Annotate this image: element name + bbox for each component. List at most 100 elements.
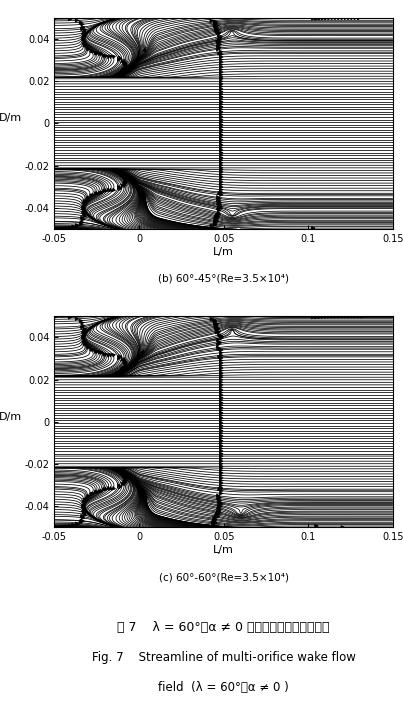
FancyArrowPatch shape (219, 193, 223, 197)
FancyArrowPatch shape (216, 198, 220, 202)
FancyArrowPatch shape (83, 209, 86, 214)
FancyArrowPatch shape (87, 47, 90, 51)
FancyArrowPatch shape (215, 217, 219, 219)
FancyArrowPatch shape (83, 342, 86, 345)
FancyArrowPatch shape (315, 17, 318, 20)
FancyArrowPatch shape (217, 334, 221, 337)
FancyArrowPatch shape (361, 315, 365, 318)
FancyArrowPatch shape (82, 501, 85, 504)
FancyArrowPatch shape (220, 92, 223, 96)
FancyArrowPatch shape (219, 354, 223, 357)
FancyArrowPatch shape (220, 398, 223, 402)
FancyArrowPatch shape (351, 16, 354, 19)
FancyArrowPatch shape (220, 163, 223, 167)
FancyArrowPatch shape (220, 166, 223, 170)
FancyArrowPatch shape (331, 315, 334, 318)
FancyArrowPatch shape (129, 178, 133, 181)
FancyArrowPatch shape (220, 158, 223, 162)
FancyArrowPatch shape (94, 192, 98, 195)
FancyArrowPatch shape (219, 55, 223, 59)
FancyArrowPatch shape (116, 372, 120, 376)
FancyArrowPatch shape (116, 468, 120, 471)
FancyArrowPatch shape (123, 176, 126, 180)
FancyArrowPatch shape (220, 447, 223, 450)
FancyArrowPatch shape (220, 77, 223, 80)
FancyArrowPatch shape (81, 509, 85, 512)
FancyArrowPatch shape (120, 471, 124, 475)
FancyArrowPatch shape (325, 315, 328, 318)
FancyArrowPatch shape (220, 391, 223, 394)
FancyArrowPatch shape (220, 457, 223, 460)
FancyArrowPatch shape (334, 315, 338, 318)
FancyArrowPatch shape (109, 55, 112, 58)
FancyArrowPatch shape (213, 219, 217, 223)
FancyArrowPatch shape (216, 327, 220, 331)
FancyArrowPatch shape (81, 206, 84, 210)
FancyArrowPatch shape (220, 84, 223, 88)
FancyArrowPatch shape (120, 173, 124, 177)
FancyArrowPatch shape (344, 16, 348, 19)
FancyArrowPatch shape (142, 193, 145, 197)
FancyArrowPatch shape (120, 174, 124, 178)
FancyArrowPatch shape (220, 421, 223, 425)
FancyArrowPatch shape (220, 466, 223, 470)
FancyArrowPatch shape (79, 320, 83, 322)
FancyArrowPatch shape (120, 70, 125, 73)
FancyArrowPatch shape (135, 184, 138, 188)
FancyArrowPatch shape (220, 173, 223, 176)
FancyArrowPatch shape (218, 206, 222, 209)
FancyArrowPatch shape (214, 518, 217, 521)
FancyArrowPatch shape (102, 352, 106, 356)
FancyArrowPatch shape (219, 476, 223, 479)
FancyArrowPatch shape (338, 315, 341, 318)
FancyArrowPatch shape (81, 334, 85, 338)
FancyArrowPatch shape (215, 323, 219, 326)
FancyArrowPatch shape (89, 492, 93, 496)
FancyArrowPatch shape (120, 173, 123, 177)
FancyArrowPatch shape (81, 324, 85, 327)
FancyArrowPatch shape (220, 105, 223, 109)
FancyArrowPatch shape (220, 75, 223, 79)
FancyArrowPatch shape (75, 224, 79, 227)
FancyArrowPatch shape (81, 334, 85, 337)
FancyArrowPatch shape (83, 200, 86, 204)
FancyArrowPatch shape (120, 184, 124, 187)
FancyArrowPatch shape (315, 524, 318, 528)
FancyArrowPatch shape (62, 525, 65, 529)
FancyArrowPatch shape (220, 87, 223, 91)
FancyArrowPatch shape (220, 388, 223, 392)
FancyArrowPatch shape (217, 340, 220, 344)
FancyArrowPatch shape (220, 121, 223, 124)
FancyArrowPatch shape (348, 315, 351, 318)
FancyArrowPatch shape (118, 72, 122, 75)
FancyArrowPatch shape (97, 191, 101, 195)
FancyArrowPatch shape (328, 16, 331, 20)
FancyArrowPatch shape (79, 21, 83, 24)
FancyArrowPatch shape (214, 327, 218, 330)
FancyArrowPatch shape (81, 335, 84, 339)
FancyArrowPatch shape (83, 200, 86, 204)
FancyArrowPatch shape (82, 33, 86, 37)
FancyArrowPatch shape (55, 315, 58, 318)
FancyArrowPatch shape (81, 207, 85, 211)
FancyArrowPatch shape (217, 208, 221, 211)
FancyArrowPatch shape (338, 16, 341, 19)
FancyArrowPatch shape (82, 202, 85, 205)
FancyArrowPatch shape (219, 65, 223, 69)
FancyArrowPatch shape (81, 516, 85, 519)
FancyArrowPatch shape (220, 416, 223, 420)
FancyArrowPatch shape (220, 123, 223, 126)
FancyArrowPatch shape (341, 315, 345, 318)
FancyArrowPatch shape (95, 51, 98, 55)
FancyArrowPatch shape (218, 38, 222, 41)
FancyArrowPatch shape (220, 414, 223, 417)
FancyArrowPatch shape (123, 61, 126, 65)
X-axis label: L/m: L/m (213, 545, 234, 555)
FancyArrowPatch shape (218, 40, 222, 44)
FancyArrowPatch shape (216, 195, 220, 199)
FancyArrowPatch shape (122, 475, 126, 479)
FancyArrowPatch shape (109, 188, 112, 192)
Text: Fig. 7    Streamline of multi-orifice wake flow: Fig. 7 Streamline of multi-orifice wake … (92, 651, 355, 664)
FancyArrowPatch shape (216, 510, 219, 513)
FancyArrowPatch shape (214, 326, 218, 329)
